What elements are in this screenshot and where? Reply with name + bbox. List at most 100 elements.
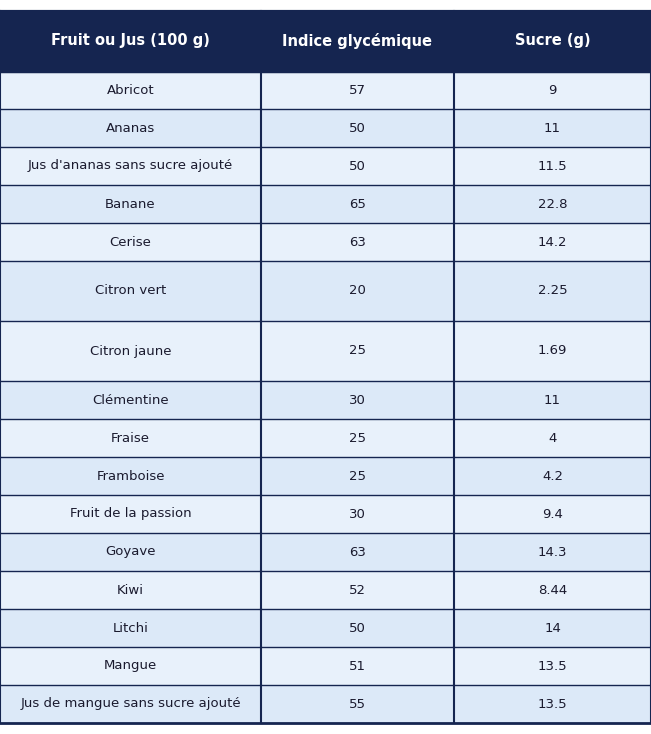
Text: 4: 4 — [548, 432, 557, 445]
Bar — [454, 609, 651, 647]
Bar — [454, 457, 651, 495]
Bar — [0, 419, 261, 457]
Bar — [0, 457, 261, 495]
Text: Fruit de la passion: Fruit de la passion — [70, 507, 191, 520]
Text: 63: 63 — [349, 545, 366, 559]
Bar — [0, 647, 261, 685]
Bar — [261, 457, 454, 495]
Bar — [0, 223, 261, 261]
Bar — [261, 261, 454, 321]
Text: 50: 50 — [349, 159, 366, 172]
Text: 13.5: 13.5 — [538, 697, 567, 711]
Text: 2.25: 2.25 — [538, 285, 567, 297]
Bar — [261, 381, 454, 419]
Text: 25: 25 — [349, 432, 366, 445]
Bar — [454, 495, 651, 533]
Bar — [261, 223, 454, 261]
Text: 4.2: 4.2 — [542, 470, 563, 482]
Text: 30: 30 — [349, 507, 366, 520]
Bar — [0, 109, 261, 147]
Text: 50: 50 — [349, 622, 366, 634]
Bar — [0, 685, 261, 723]
Bar — [454, 109, 651, 147]
Bar — [0, 571, 261, 609]
Text: Litchi: Litchi — [113, 622, 148, 634]
Bar — [454, 685, 651, 723]
Bar — [454, 185, 651, 223]
Text: 14.2: 14.2 — [538, 236, 567, 249]
Bar — [0, 11, 261, 71]
Bar — [0, 533, 261, 571]
Text: 63: 63 — [349, 236, 366, 249]
Text: Clémentine: Clémentine — [92, 393, 169, 407]
Bar — [454, 647, 651, 685]
Bar — [261, 609, 454, 647]
Bar — [454, 147, 651, 185]
Text: 9.4: 9.4 — [542, 507, 563, 520]
Bar — [454, 261, 651, 321]
Text: Ananas: Ananas — [106, 122, 155, 134]
Bar — [0, 495, 261, 533]
Bar — [261, 321, 454, 381]
Text: 55: 55 — [349, 697, 366, 711]
Bar — [0, 261, 261, 321]
Text: 13.5: 13.5 — [538, 660, 567, 672]
Text: 8.44: 8.44 — [538, 584, 567, 597]
Text: Citron jaune: Citron jaune — [90, 344, 171, 357]
Text: 50: 50 — [349, 122, 366, 134]
Bar — [0, 609, 261, 647]
Bar — [454, 223, 651, 261]
Text: 1.69: 1.69 — [538, 344, 567, 357]
Bar — [454, 71, 651, 109]
Bar — [0, 381, 261, 419]
Text: 51: 51 — [349, 660, 366, 672]
Bar — [261, 109, 454, 147]
Bar — [261, 647, 454, 685]
Text: Abricot: Abricot — [107, 84, 154, 96]
Text: 30: 30 — [349, 393, 366, 407]
Text: Cerise: Cerise — [109, 236, 152, 249]
Text: Fraise: Fraise — [111, 432, 150, 445]
Bar — [454, 381, 651, 419]
Bar — [261, 147, 454, 185]
Text: 14: 14 — [544, 622, 561, 634]
Bar — [0, 147, 261, 185]
Bar — [261, 185, 454, 223]
Text: Sucre (g): Sucre (g) — [515, 34, 590, 48]
Bar — [0, 185, 261, 223]
Bar — [261, 571, 454, 609]
Text: 57: 57 — [349, 84, 366, 96]
Bar — [0, 71, 261, 109]
Bar — [454, 11, 651, 71]
Text: 20: 20 — [349, 285, 366, 297]
Text: 25: 25 — [349, 470, 366, 482]
Text: 25: 25 — [349, 344, 366, 357]
Text: Jus d'ananas sans sucre ajouté: Jus d'ananas sans sucre ajouté — [28, 159, 233, 172]
Text: Banane: Banane — [105, 197, 156, 211]
Bar — [261, 11, 454, 71]
Text: 65: 65 — [349, 197, 366, 211]
Bar — [261, 495, 454, 533]
Text: 14.3: 14.3 — [538, 545, 567, 559]
Text: 11.5: 11.5 — [538, 159, 567, 172]
Bar — [454, 533, 651, 571]
Bar — [0, 321, 261, 381]
Bar — [261, 71, 454, 109]
Bar — [454, 321, 651, 381]
Text: Framboise: Framboise — [96, 470, 165, 482]
Bar — [454, 419, 651, 457]
Text: 9: 9 — [548, 84, 557, 96]
Text: 22.8: 22.8 — [538, 197, 567, 211]
Text: Goyave: Goyave — [105, 545, 156, 559]
Text: Indice glycémique: Indice glycémique — [283, 33, 432, 49]
Text: 11: 11 — [544, 393, 561, 407]
Bar — [261, 533, 454, 571]
Text: Mangue: Mangue — [104, 660, 157, 672]
Text: Jus de mangue sans sucre ajouté: Jus de mangue sans sucre ajouté — [20, 697, 241, 711]
Bar — [454, 571, 651, 609]
Text: Kiwi: Kiwi — [117, 584, 144, 597]
Bar — [261, 419, 454, 457]
Text: 52: 52 — [349, 584, 366, 597]
Text: Citron vert: Citron vert — [95, 285, 166, 297]
Text: Fruit ou Jus (100 g): Fruit ou Jus (100 g) — [51, 34, 210, 48]
